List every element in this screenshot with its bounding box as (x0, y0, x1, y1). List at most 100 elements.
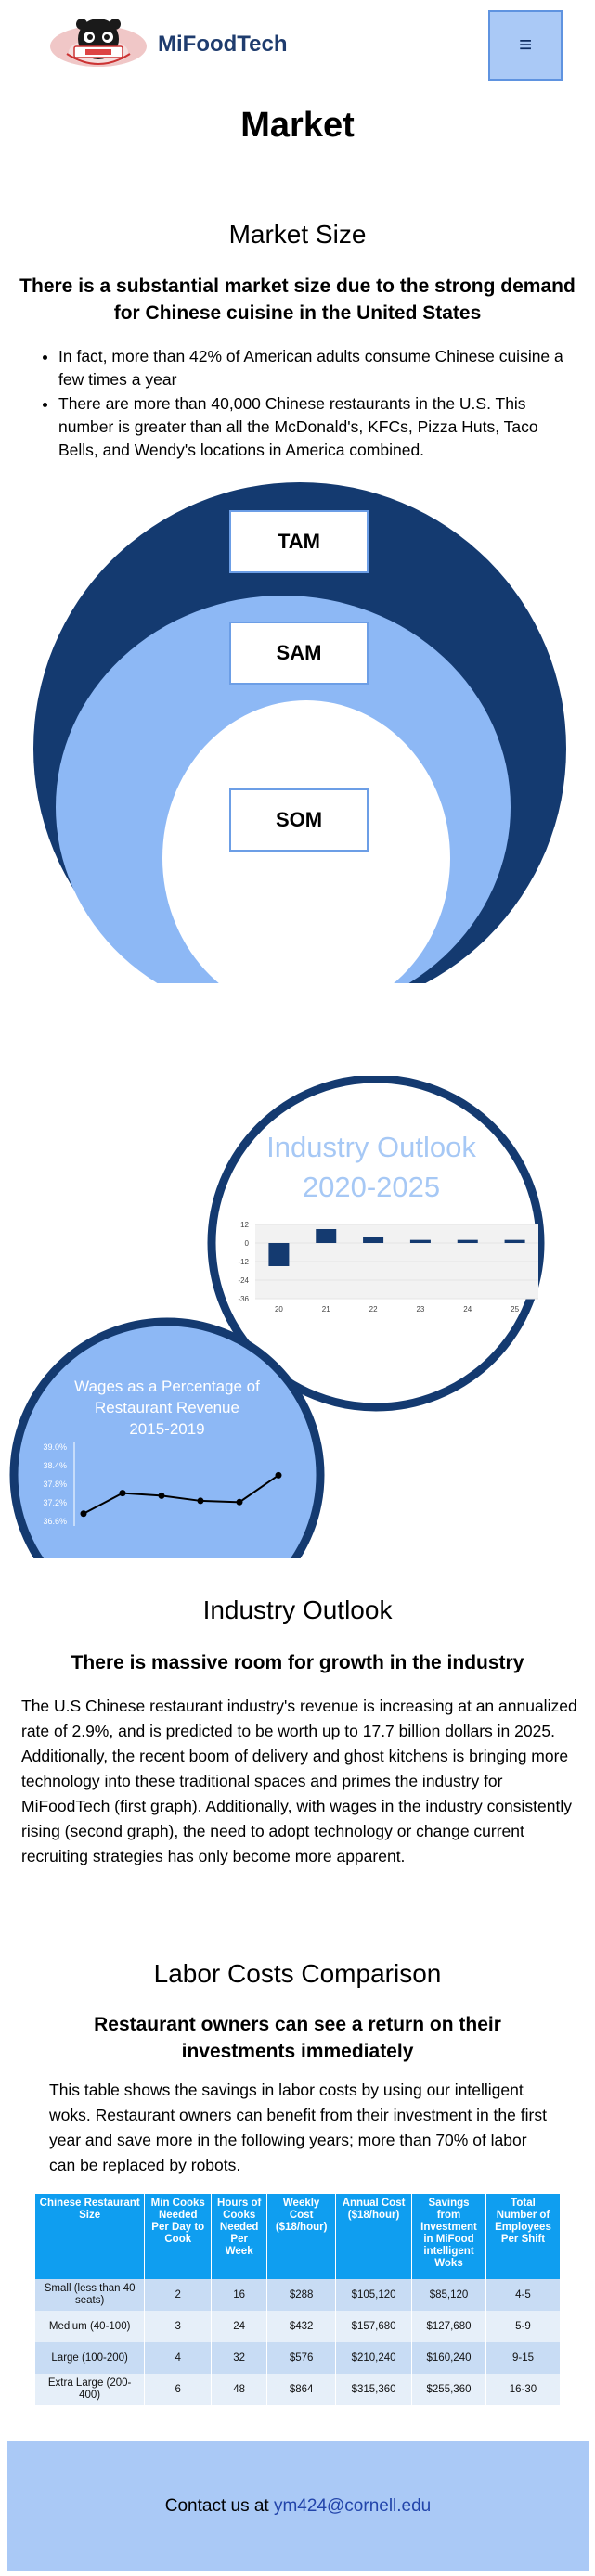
table-cell: $576 (266, 2342, 337, 2374)
market-size-subtitle: There is a substantial market size due t… (19, 276, 576, 324)
charts-area: Industry Outlook 2020-2025 12 0 -12 -24 -36 2… (0, 1076, 595, 1558)
table-row: Small (less than 40 seats) 2 16 $288 $105,12… (35, 2279, 562, 2311)
column-header: Chinese Restaurant Size (35, 2194, 146, 2279)
table-cell: $288 (266, 2279, 337, 2311)
table-cell: 6 (144, 2374, 213, 2405)
market-point: In fact, more than 42% of American adult… (58, 345, 578, 391)
som-label: SOM (229, 788, 369, 852)
wages-point (275, 1471, 282, 1479)
table-cell: $157,680 (335, 2311, 413, 2342)
table-cell: 9-15 (485, 2342, 562, 2374)
wages-point (158, 1492, 165, 1499)
wages-ytick: 37.2% (43, 1498, 67, 1507)
table-cell: Large (100-200) (35, 2342, 146, 2374)
table-cell: $160,240 (411, 2342, 486, 2374)
industry-outlook-body: The U.S Chinese restaurant industry's re… (21, 1697, 577, 1865)
market-size-title: Market Size (228, 220, 367, 249)
table-cell: 5-9 (485, 2311, 562, 2342)
table-cell: $127,680 (411, 2311, 486, 2342)
table-cell: $85,120 (411, 2279, 486, 2311)
labor-costs-title: Labor Costs Comparison (153, 1959, 442, 1988)
column-header: Min Cooks Needed Per Day to Cook (144, 2194, 213, 2279)
wages-ytick: 38.4% (43, 1461, 67, 1470)
wages-ytick: 36.6% (43, 1517, 67, 1526)
industry-outlook-subtitle: There is massive room for growth in the … (71, 1652, 524, 1673)
wages-ytick: 37.8% (43, 1480, 67, 1489)
contact-footer: Contact us at ym424@cornell.edu (7, 2441, 589, 2571)
table-cell: 32 (211, 2342, 268, 2374)
page-title: Market (240, 106, 355, 145)
hamburger-icon: ≡ (518, 32, 532, 58)
outlook-ytick: -12 (238, 1258, 249, 1266)
outlook-ytick: -36 (238, 1295, 249, 1303)
wages-point (197, 1497, 204, 1505)
table-cell: Small (less than 40 seats) (35, 2279, 146, 2311)
outlook-xtick: 24 (463, 1305, 472, 1314)
column-header: Annual Cost ($18/hour) (335, 2194, 413, 2279)
wages-title-1: Wages as a Percentage of (74, 1378, 260, 1395)
outlook-xtick: 25 (511, 1305, 519, 1314)
tam-label: TAM (229, 510, 369, 573)
table-cell: $255,360 (411, 2374, 486, 2405)
contact-text: Contact us at (164, 2496, 274, 2516)
outlook-title-2: 2020-2025 (303, 1171, 440, 1203)
wages-point (236, 1498, 243, 1506)
table-cell: $210,240 (335, 2342, 413, 2374)
table-cell: 4 (144, 2342, 213, 2374)
table-cell: 3 (144, 2311, 213, 2342)
table-cell: Medium (40-100) (35, 2311, 146, 2342)
wages-point (119, 1490, 126, 1497)
market-size-points: In fact, more than 42% of American adult… (58, 345, 578, 463)
table-cell: 4-5 (485, 2279, 562, 2311)
outlook-xtick: 21 (322, 1305, 330, 1314)
labor-costs-subtitle: Restaurant owners can see a return on th… (94, 2014, 501, 2062)
column-header: Weekly Cost ($18/hour) (266, 2194, 337, 2279)
table-cell: 16-30 (485, 2374, 562, 2405)
wages-ytick: 39.0% (43, 1442, 67, 1452)
wages-title-2: Restaurant Revenue (95, 1399, 239, 1416)
outlook-bar (504, 1239, 525, 1243)
logo[interactable] (48, 17, 149, 74)
outlook-ytick: 0 (245, 1239, 250, 1248)
wages-title-3: 2015-2019 (129, 1420, 204, 1438)
column-header: Total Number of Employees Per Shift (485, 2194, 562, 2279)
industry-outlook-title: Industry Outlook (202, 1596, 393, 1624)
table-cell: Extra Large (200-400) (35, 2374, 146, 2405)
table-row: Extra Large (200-400) 6 48 $864 $315,360 $255… (35, 2374, 562, 2405)
table-cell: $432 (266, 2311, 337, 2342)
brand-name[interactable]: MiFoodTech (158, 32, 288, 57)
outlook-ytick: -24 (238, 1276, 249, 1285)
outlook-bar (457, 1239, 478, 1243)
table-header-row: Chinese Restaurant Size Min Cooks Needed… (35, 2194, 562, 2279)
labor-costs-body: This table shows the savings in labor co… (49, 2081, 547, 2174)
tam-sam-som-diagram: TAM SAM SOM (0, 464, 595, 983)
market-point: There are more than 40,000 Chinese resta… (58, 392, 578, 462)
table-cell: 24 (211, 2311, 268, 2342)
table-cell: $315,360 (335, 2374, 413, 2405)
sam-label: SAM (229, 622, 369, 685)
table-cell: $864 (266, 2374, 337, 2405)
column-header: Hours of Cooks Needed Per Week (211, 2194, 268, 2279)
wages-point (80, 1510, 87, 1518)
outlook-ytick: 12 (240, 1221, 249, 1229)
table-cell: $105,120 (335, 2279, 413, 2311)
table-cell: 16 (211, 2279, 268, 2311)
column-header: Savings from Investment in MiFood intell… (411, 2194, 486, 2279)
outlook-xtick: 20 (275, 1305, 283, 1314)
outlook-bar (316, 1229, 337, 1243)
outlook-xtick: 22 (369, 1305, 378, 1314)
outlook-bar (409, 1239, 431, 1243)
wages-series-line (83, 1474, 279, 1515)
table-cell: 48 (211, 2374, 268, 2405)
outlook-bar (363, 1237, 384, 1243)
labor-costs-table: Chinese Restaurant Size Min Cooks Needed… (35, 2194, 562, 2405)
contact-email-link[interactable]: ym424@cornell.edu (273, 2496, 432, 2516)
outlook-xtick: 23 (416, 1305, 424, 1314)
table-row: Medium (40-100) 3 24 $432 $157,680 $127,680 5-… (35, 2311, 562, 2342)
table-cell: 2 (144, 2279, 213, 2311)
outlook-bar (268, 1243, 290, 1266)
table-row: Large (100-200) 4 32 $576 $210,240 $160,240 9-… (35, 2342, 562, 2374)
outlook-title-1: Industry Outlook (266, 1131, 476, 1163)
site-header: MiFoodTech ≡ (0, 0, 595, 91)
menu-button[interactable]: ≡ (488, 10, 563, 81)
